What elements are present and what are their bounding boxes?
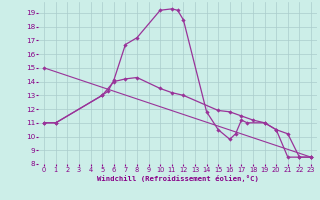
X-axis label: Windchill (Refroidissement éolien,°C): Windchill (Refroidissement éolien,°C)	[97, 175, 259, 182]
